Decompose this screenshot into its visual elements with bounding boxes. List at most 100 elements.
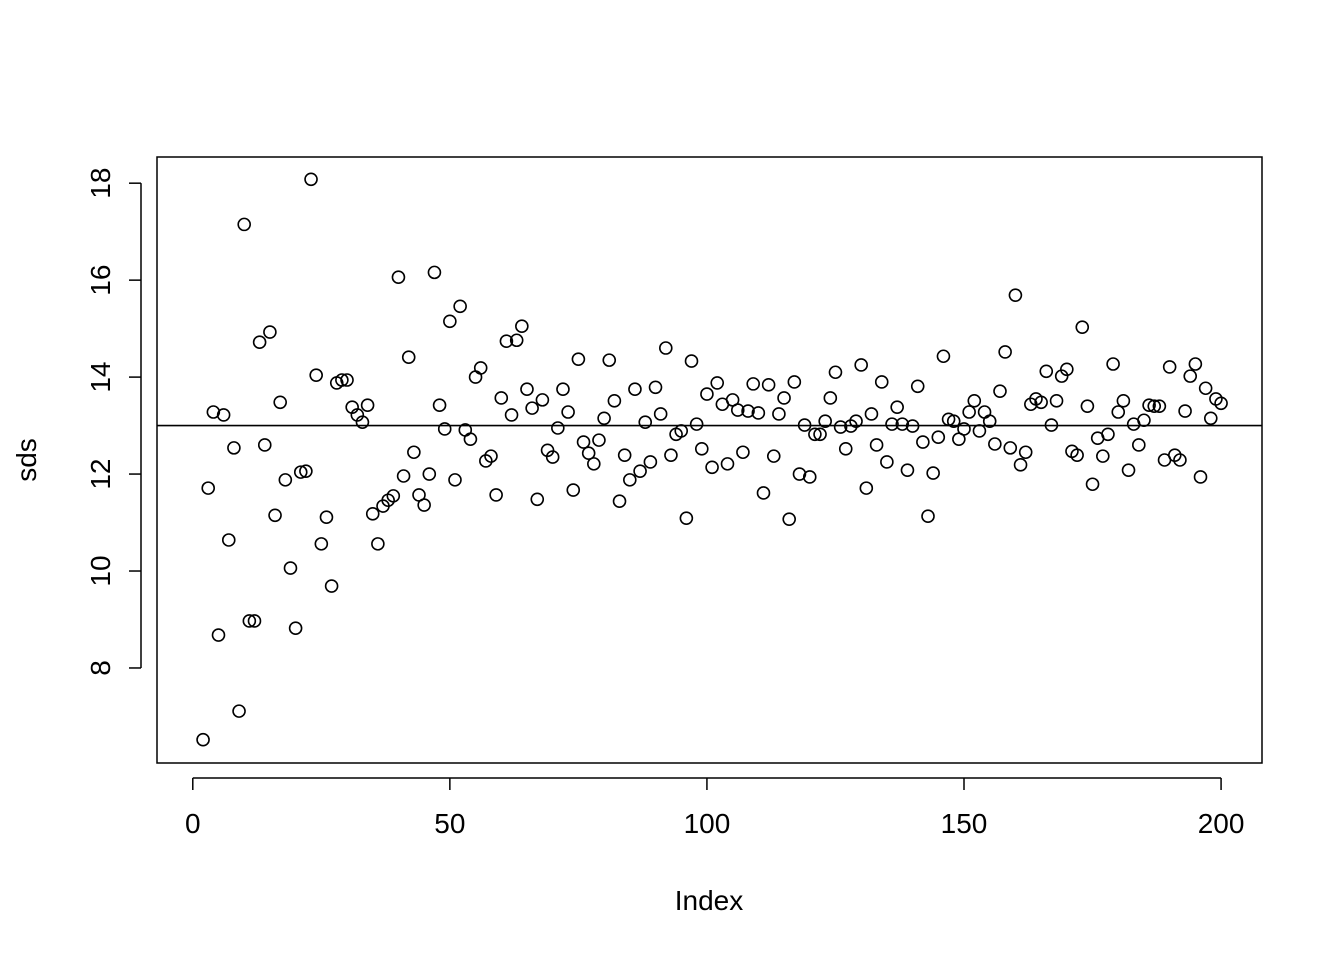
- y-axis-label: sds: [11, 438, 42, 482]
- point: [581, 446, 596, 461]
- point: [623, 473, 637, 487]
- point: [1188, 357, 1203, 371]
- point: [268, 508, 282, 523]
- point: [1152, 399, 1167, 413]
- point: [1178, 404, 1192, 418]
- point: [818, 414, 832, 429]
- point: [628, 382, 642, 397]
- point: [1162, 360, 1177, 374]
- point: [802, 470, 817, 484]
- point: [772, 407, 786, 421]
- point: [283, 561, 298, 575]
- point: [751, 406, 766, 420]
- point: [617, 448, 632, 462]
- point: [874, 375, 889, 389]
- point: [324, 579, 339, 593]
- point: [1049, 394, 1064, 408]
- point: [1173, 453, 1187, 467]
- point: [602, 353, 617, 367]
- point: [1039, 364, 1054, 379]
- point: [710, 376, 725, 390]
- point: [473, 361, 488, 375]
- point: [736, 445, 750, 460]
- point: [700, 387, 714, 401]
- point: [761, 378, 776, 392]
- point: [890, 400, 904, 414]
- x-tick-label: 100: [684, 808, 731, 839]
- x-tick-label: 0: [185, 808, 201, 839]
- point: [396, 469, 411, 483]
- point: [787, 375, 802, 389]
- point: [530, 492, 545, 507]
- point: [443, 314, 457, 329]
- point: [489, 488, 503, 502]
- point: [561, 405, 575, 419]
- point: [309, 368, 323, 382]
- point: [895, 417, 910, 431]
- point: [484, 449, 498, 463]
- point: [407, 445, 421, 460]
- point: [365, 507, 380, 521]
- point: [1008, 288, 1023, 302]
- point: [910, 379, 925, 394]
- point: [972, 424, 987, 438]
- point: [1111, 405, 1126, 419]
- point: [792, 467, 807, 481]
- point: [653, 407, 668, 421]
- point: [967, 394, 982, 408]
- point: [1147, 399, 1162, 413]
- point: [988, 437, 1002, 451]
- point: [931, 430, 946, 445]
- y-tick-label: 18: [85, 168, 116, 199]
- point: [247, 614, 262, 628]
- point: [1085, 477, 1100, 492]
- point: [257, 438, 272, 452]
- point: [730, 403, 745, 417]
- point: [273, 395, 287, 410]
- point: [694, 442, 709, 456]
- point: [746, 377, 761, 391]
- point: [689, 417, 704, 431]
- point: [319, 510, 334, 525]
- point: [576, 435, 591, 449]
- point: [823, 391, 838, 405]
- point: [252, 335, 267, 349]
- point: [288, 621, 303, 636]
- point: [432, 398, 447, 413]
- point: [705, 460, 719, 475]
- point: [813, 427, 827, 442]
- point: [335, 373, 349, 387]
- point: [1080, 399, 1095, 413]
- point: [849, 414, 863, 429]
- point: [648, 380, 663, 395]
- point: [782, 512, 796, 526]
- point: [1013, 458, 1028, 472]
- x-tick-label: 50: [434, 808, 465, 839]
- point: [936, 349, 951, 364]
- point: [838, 442, 853, 456]
- point: [479, 454, 493, 468]
- point: [401, 350, 416, 365]
- point: [206, 405, 221, 419]
- point: [422, 467, 437, 481]
- point: [227, 441, 241, 455]
- point: [900, 463, 915, 477]
- plot-box: [156, 156, 1263, 764]
- point: [916, 435, 930, 449]
- point: [658, 341, 673, 355]
- point: [299, 464, 313, 478]
- y-tick-label: 14: [85, 362, 116, 393]
- point: [1142, 398, 1156, 413]
- point: [638, 415, 653, 429]
- point: [1018, 445, 1033, 460]
- point: [597, 411, 611, 426]
- point: [391, 270, 406, 285]
- point: [504, 408, 519, 422]
- point: [859, 481, 874, 495]
- point: [1075, 320, 1090, 334]
- point: [494, 391, 509, 405]
- point: [977, 405, 992, 419]
- point: [355, 415, 370, 429]
- point: [535, 393, 550, 407]
- point: [1193, 470, 1208, 484]
